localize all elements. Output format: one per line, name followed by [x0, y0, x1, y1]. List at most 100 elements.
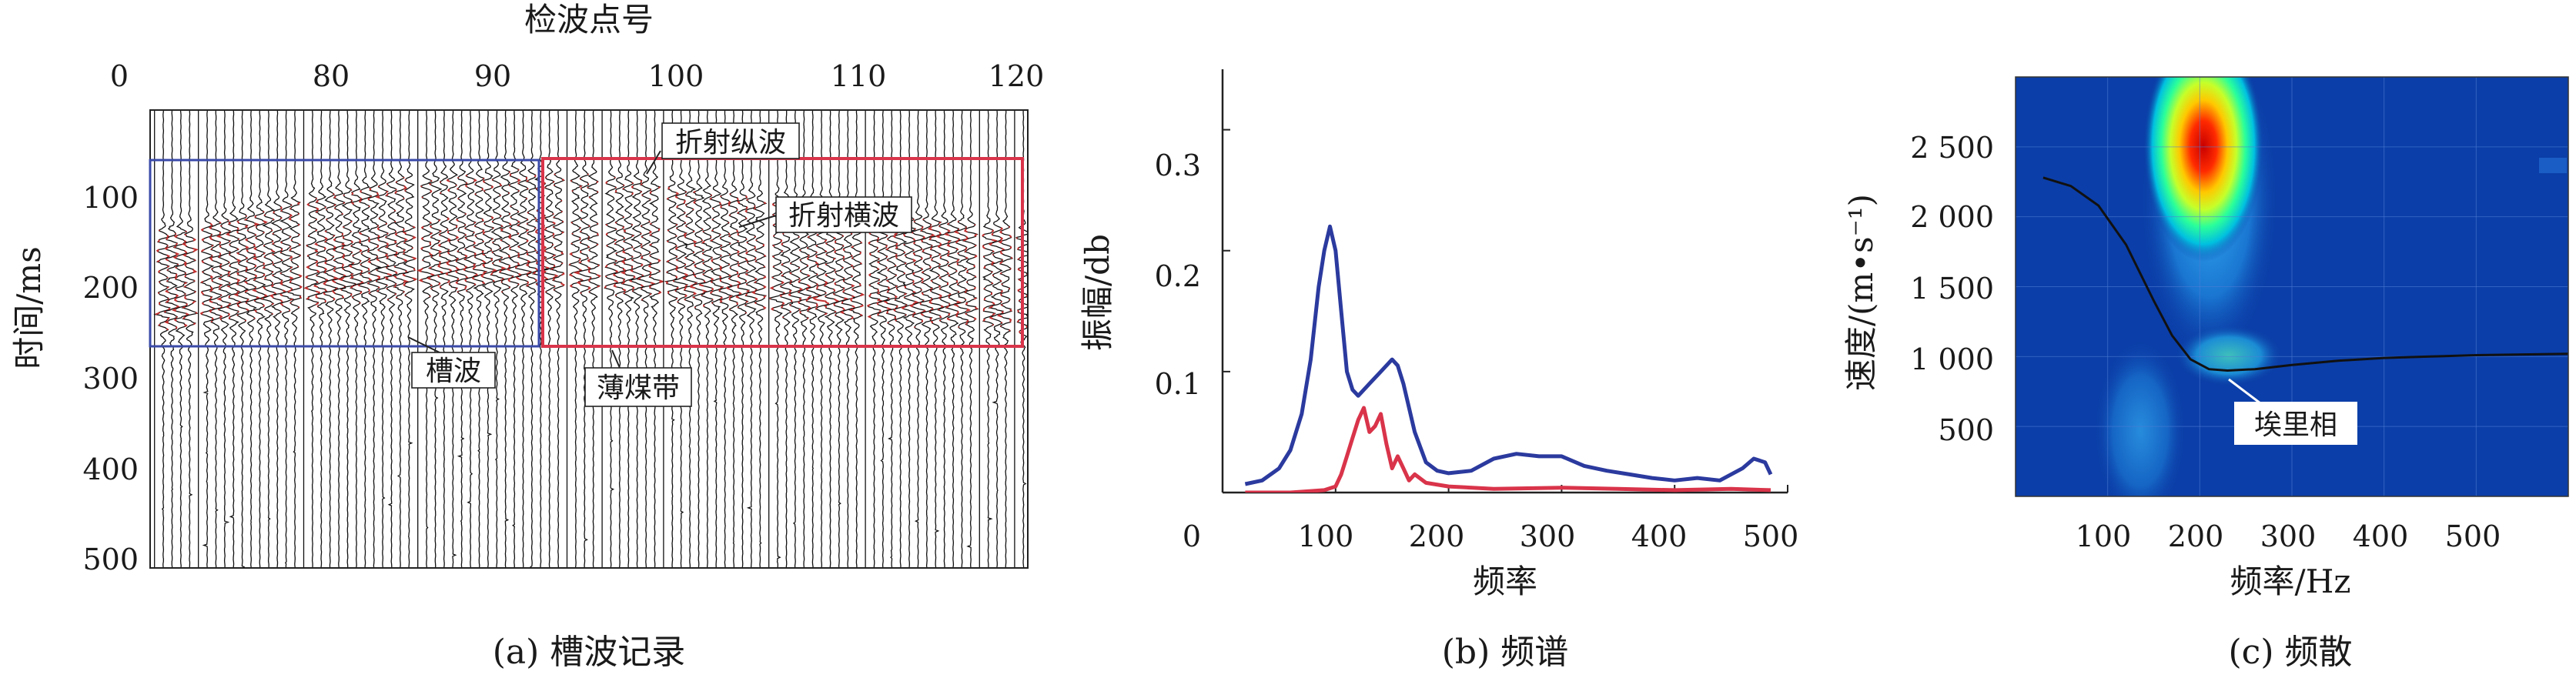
seismic-trace-highlight: [988, 227, 1005, 324]
seismic-trace: [402, 110, 417, 567]
seismic-trace-highlight: [698, 194, 714, 307]
seismic-trace: [331, 110, 347, 568]
airy-phase-glow: [2175, 325, 2283, 386]
seismic-trace-highlight: [550, 173, 565, 291]
seismic-trace: [549, 110, 566, 567]
seismic-trace: [718, 110, 734, 568]
seismic-trace: [805, 110, 822, 567]
seismic-trace: [613, 110, 627, 568]
seismic-trace-highlight: [393, 177, 410, 299]
seismic-trace: [225, 110, 243, 568]
seismic-trace: [540, 110, 558, 568]
seismic-trace: [304, 110, 320, 568]
seismic-trace-highlight: [313, 199, 329, 307]
panel-b-yticks: 0.1 0.2 0.3: [1155, 149, 1201, 401]
seismic-trace: [672, 110, 689, 568]
thin-coal-label: 薄煤带: [597, 372, 680, 404]
blue-box: [149, 159, 540, 348]
seismic-trace: [498, 110, 514, 568]
panel-b-ytick: 0.1: [1155, 367, 1201, 401]
seismic-trace: [181, 110, 199, 568]
panel-a-ytick: 300: [82, 362, 139, 396]
energy-hotspot: [2143, 77, 2263, 262]
seismic-trace: [259, 110, 277, 568]
low-frequency-band: [2094, 339, 2186, 496]
panel-a-yticks: 100 200 300 400 500: [82, 181, 139, 576]
seismic-trace: [876, 110, 892, 568]
seismic-trace: [735, 110, 751, 568]
panel-b-series: [1244, 224, 1773, 493]
seismic-trace: [788, 110, 803, 567]
seismic-trace: [962, 110, 979, 568]
seismic-trace: [867, 110, 884, 568]
seismic-trace: [935, 110, 952, 567]
panel-b-ytick: 0.3: [1155, 149, 1201, 182]
panel-a: 检波点号 0 80 90 100 110 120 100 200 300 400…: [10, 1, 1044, 672]
seismic-trace: [621, 110, 636, 567]
panel-a-xtick: 120: [989, 59, 1045, 93]
seismic-trace: [882, 110, 899, 568]
panel-c-ytick: 2 000: [1910, 200, 1994, 234]
panel-a-xticks: 0 80 90 100 110 120: [110, 59, 1044, 93]
panel-c-xtick: 400: [2353, 519, 2409, 553]
channel-wave-label: 槽波: [426, 356, 481, 387]
seismic-trace: [664, 110, 679, 568]
seismic-trace: [445, 110, 460, 568]
seismic-trace-highlight: [573, 173, 592, 294]
panel-c-xtick: 300: [2260, 519, 2317, 553]
panel-a-xlabel: 检波点号: [524, 1, 654, 38]
seismic-trace: [163, 110, 180, 568]
seismic-trace: [944, 110, 962, 568]
panel-b-caption: (b) 频谱: [1442, 633, 1568, 672]
spectrum-series-line: [1245, 406, 1771, 493]
seismic-trace-highlight: [462, 174, 479, 292]
panel-b-xticks: 0 100 200 300 400 500: [1183, 519, 1798, 553]
dispersion-curve: [2042, 176, 2568, 372]
seismic-trace: [690, 110, 707, 568]
callout-airy-phase: 埃里相: [2228, 378, 2357, 445]
seismic-trace-highlight: [337, 189, 357, 296]
seismic-trace: [848, 110, 865, 567]
panel-b-xtick: 0: [1183, 519, 1201, 553]
panel-c-ytick: 1 000: [1910, 342, 1994, 376]
seismic-trace: [323, 110, 339, 567]
panel-a-ytick: 400: [82, 453, 139, 486]
panel-b-xtick: 100: [1298, 519, 1354, 553]
seismic-trace: [997, 110, 1014, 568]
panel-b-xlabel: 频率: [1473, 563, 1537, 600]
seismic-trace: [199, 110, 217, 568]
seismic-trace: [472, 110, 488, 568]
seismic-trace: [437, 110, 452, 568]
panel-c: 埃里相 500 1 000 1 500 2 000 2 500 100 200 …: [1842, 76, 2569, 672]
panel-b: 0 100 200 300 400 500 0.1 0.2 0.3 振幅/db …: [1079, 69, 1798, 672]
seismic-trace-highlight: [908, 221, 927, 328]
seismic-trace: [287, 110, 303, 568]
seismic-trace: [587, 110, 601, 568]
seismic-trace: [313, 110, 330, 568]
panel-b-xtick: 500: [1743, 519, 1799, 553]
panel-c-xtick: 200: [2168, 519, 2224, 553]
panel-b-ylabel: 振幅/db: [1079, 234, 1116, 351]
refracted-s-label: 折射横波: [788, 200, 899, 232]
seismic-traces: [153, 110, 1028, 568]
seismic-trace: [812, 110, 829, 568]
seismic-trace-highlight: [665, 186, 680, 299]
panel-c-ytick: 1 500: [1910, 272, 1994, 306]
seismic-trace: [338, 110, 356, 567]
panel-c-xtick: 500: [2445, 519, 2501, 553]
panel-c-xlabel: 频率/Hz: [2230, 563, 2351, 600]
seismic-trace: [744, 110, 758, 567]
panel-a-xtick: 0: [110, 59, 129, 93]
dispersion-image: [2016, 77, 2568, 496]
seismic-trace: [928, 110, 945, 568]
seismic-trace-highlight: [735, 195, 750, 314]
seismic-trace: [568, 110, 584, 568]
seismic-trace: [375, 110, 392, 568]
seismic-trace: [901, 110, 919, 568]
spectrum-series-line: [1244, 224, 1773, 486]
seismic-trace: [172, 110, 189, 568]
seismic-trace-highlight: [455, 176, 469, 293]
seismic-trace: [840, 110, 855, 568]
panel-c-ylabel: 速度/(m•s⁻¹): [1842, 194, 1880, 391]
seismic-trace: [909, 110, 926, 567]
